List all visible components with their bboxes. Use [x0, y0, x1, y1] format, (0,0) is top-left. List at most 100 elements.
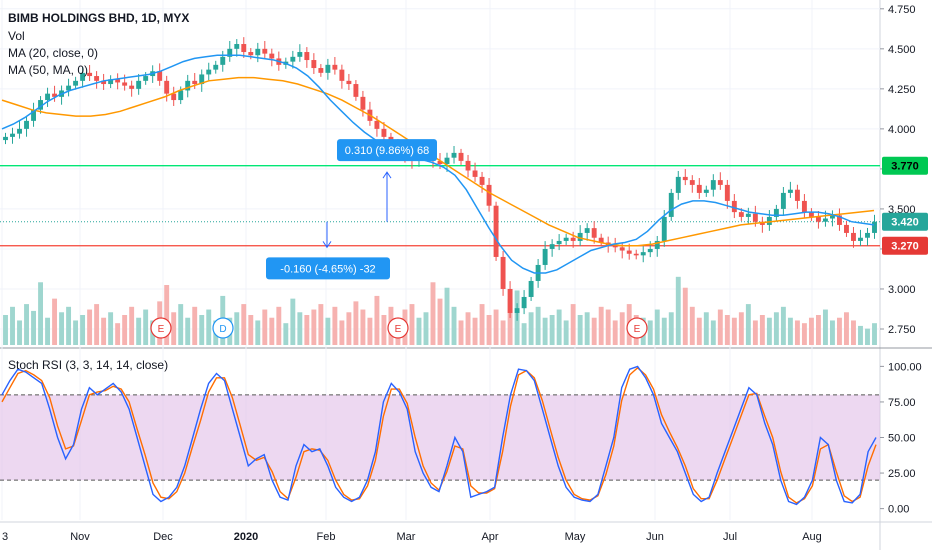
legend-ma20[interactable]: MA (20, close, 0) — [8, 46, 98, 60]
candle-body — [472, 170, 478, 177]
candle-body — [500, 256, 506, 289]
candle-body — [304, 52, 310, 61]
volume-bar — [444, 287, 450, 345]
earnings-marker[interactable] — [150, 317, 172, 339]
candle-body — [178, 90, 184, 101]
volume-bar — [360, 309, 366, 345]
candle-body — [360, 96, 366, 110]
candle-body — [227, 48, 233, 57]
volume-bar — [787, 317, 793, 345]
candle-body — [94, 76, 100, 81]
candle-body — [598, 237, 604, 243]
candle-body — [584, 228, 590, 233]
candle-body — [311, 60, 317, 69]
volume-bar — [577, 315, 583, 345]
candle-body — [851, 232, 856, 241]
candle-body — [332, 64, 338, 70]
legend-vol[interactable]: Vol — [8, 29, 25, 43]
measure-up-arrow — [382, 171, 392, 179]
earnings-marker[interactable] — [387, 317, 409, 339]
candle-body — [24, 120, 29, 129]
price-tick-label: 4.500 — [888, 44, 916, 56]
ma50-line — [1, 76, 875, 247]
candle-body — [465, 160, 471, 171]
candle-body — [549, 244, 555, 249]
volume-bar — [143, 309, 149, 345]
candle-body — [129, 85, 135, 89]
candle-body — [220, 56, 226, 65]
candle-body — [325, 64, 331, 73]
candle-body — [374, 120, 380, 129]
volume-bar — [45, 317, 51, 345]
price-tick-label: 4.000 — [888, 124, 916, 136]
volume-bars — [3, 276, 877, 345]
volume-bar — [339, 320, 345, 345]
volume-bar — [619, 312, 625, 345]
candle-body — [668, 192, 674, 217]
price-tag[interactable] — [882, 236, 928, 255]
candle-body — [101, 80, 107, 85]
moving-averages — [1, 54, 875, 274]
volume-bar — [332, 306, 338, 345]
candle-body — [479, 176, 485, 185]
candle-body — [171, 93, 177, 101]
volume-bar — [94, 304, 100, 345]
rsi-tick-label: 25.00 — [888, 468, 916, 480]
candle-body — [844, 224, 849, 233]
price-tag[interactable] — [882, 156, 928, 175]
measure-down-box[interactable] — [266, 257, 390, 280]
legend-ma50[interactable]: MA (50, MA, 0) — [8, 63, 88, 77]
volume-bar — [822, 309, 828, 345]
candle-body — [612, 245, 618, 248]
volume-bar — [290, 298, 296, 345]
volume-bar — [591, 317, 597, 345]
measure-up-box[interactable] — [337, 139, 437, 162]
candle-body — [108, 79, 114, 85]
volume-bar — [31, 310, 36, 345]
volume-bar — [318, 304, 324, 345]
price-tick-label: 4.750 — [888, 4, 916, 16]
rsi-tick-label: 100.00 — [888, 361, 922, 373]
candle-body — [794, 189, 800, 201]
price-axis[interactable]: 4.7504.5004.2504.0003.7503.5003.2503.000… — [880, 4, 928, 516]
volume-bar — [570, 304, 576, 345]
price-tag[interactable] — [882, 212, 928, 231]
volume-bar — [178, 304, 184, 345]
volume-bar — [808, 317, 814, 345]
candle-body — [157, 71, 163, 81]
stoch-rsi-pane — [0, 365, 880, 506]
horizontal-lines[interactable] — [0, 165, 880, 247]
candle-body — [213, 64, 219, 70]
candle-body — [633, 253, 639, 256]
candle-body — [689, 180, 695, 185]
volume-bar — [269, 317, 275, 345]
volume-bar — [276, 306, 282, 345]
volume-bar — [858, 325, 863, 345]
candle-body — [486, 184, 492, 206]
candle-body — [717, 180, 723, 185]
candle-body — [17, 128, 22, 134]
earnings-marker[interactable] — [626, 317, 648, 339]
legend-stoch-rsi[interactable]: Stoch RSI (3, 3, 14, 14, close) — [8, 358, 168, 372]
candle-body — [507, 288, 513, 313]
volume-bar — [38, 282, 43, 345]
candle-body — [346, 80, 352, 85]
time-label: Mar — [397, 531, 416, 543]
candle-body — [248, 52, 254, 56]
volume-bar — [801, 323, 807, 345]
volume-bar — [465, 312, 471, 345]
candle-body — [731, 200, 737, 213]
measurement-tools[interactable]: 0.310 (9.86%) 68 -0.160 (-4.65%) -32 — [266, 139, 437, 280]
volume-bar — [654, 309, 660, 345]
volume-bar — [752, 320, 758, 345]
volume-bar — [703, 312, 709, 345]
candle-body — [801, 200, 807, 213]
volume-bar — [430, 282, 436, 345]
time-axis[interactable]: 3 Nov Dec 2020 Feb Mar Apr May Jun Jul Aug — [2, 531, 822, 543]
candle-body — [738, 212, 744, 217]
ma20-line — [1, 54, 875, 274]
dividend-marker[interactable] — [212, 317, 234, 339]
candle-body — [521, 296, 527, 309]
